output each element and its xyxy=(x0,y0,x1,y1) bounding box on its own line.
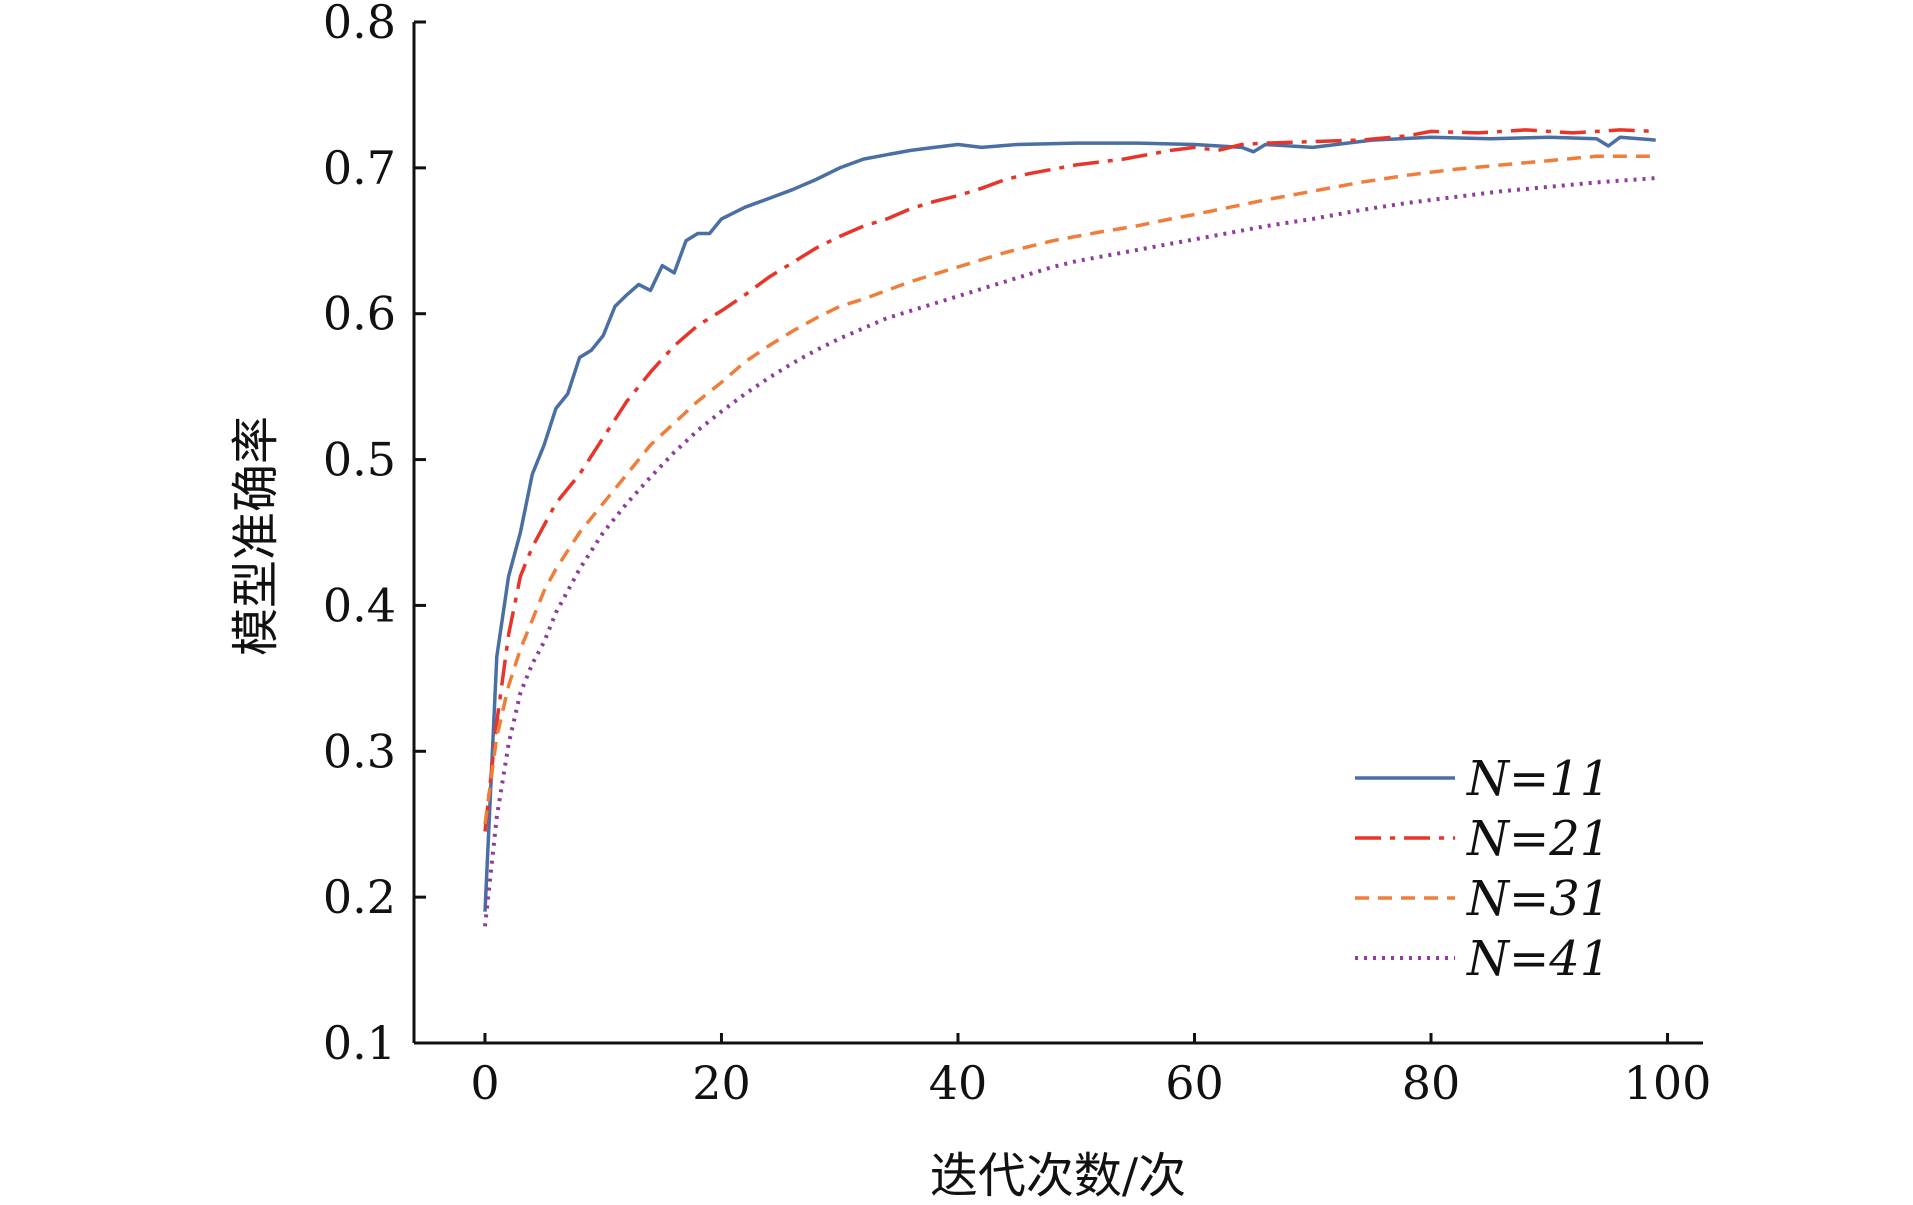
y-axis-label: 模型准确率 xyxy=(228,416,284,656)
legend-label-4: N=41 xyxy=(1466,931,1610,987)
y-tick-label: 0.7 xyxy=(323,141,396,195)
y-tick-label: 0.8 xyxy=(323,0,396,49)
y-tick-label: 0.4 xyxy=(323,578,396,632)
series-line-2 xyxy=(483,128,1656,832)
legend: N=11N=21N=31N=41 xyxy=(1355,751,1610,987)
x-tick-label: 80 xyxy=(1402,1056,1461,1110)
y-ticks: 0.1 0.2 0.3 0.4 0.5 0.6 0.7 0.8 xyxy=(323,0,426,1070)
y-tick-label: 0.5 xyxy=(323,433,396,487)
x-ticks: 0 20 40 60 80 100 xyxy=(470,1033,1711,1110)
x-axis-label: 迭代次数/次 xyxy=(930,1148,1186,1204)
legend-label-2: N=21 xyxy=(1466,811,1610,867)
x-tick-label: 20 xyxy=(692,1056,751,1110)
plot-area xyxy=(412,22,1703,1045)
y-tick-label: 0.1 xyxy=(323,1016,396,1070)
legend-label-1: N=11 xyxy=(1466,751,1610,807)
series-line-3 xyxy=(483,154,1656,825)
series-layer xyxy=(483,128,1656,927)
x-tick-label: 0 xyxy=(470,1056,499,1110)
y-tick-label: 0.2 xyxy=(323,870,396,924)
legend-label-3: N=31 xyxy=(1466,871,1610,927)
y-tick-label: 0.6 xyxy=(323,287,396,341)
series-line-1 xyxy=(483,135,1656,912)
y-tick-label: 0.3 xyxy=(323,724,396,778)
x-tick-label: 60 xyxy=(1165,1056,1224,1110)
x-tick-label: 100 xyxy=(1624,1056,1712,1110)
x-tick-label: 40 xyxy=(929,1056,988,1110)
